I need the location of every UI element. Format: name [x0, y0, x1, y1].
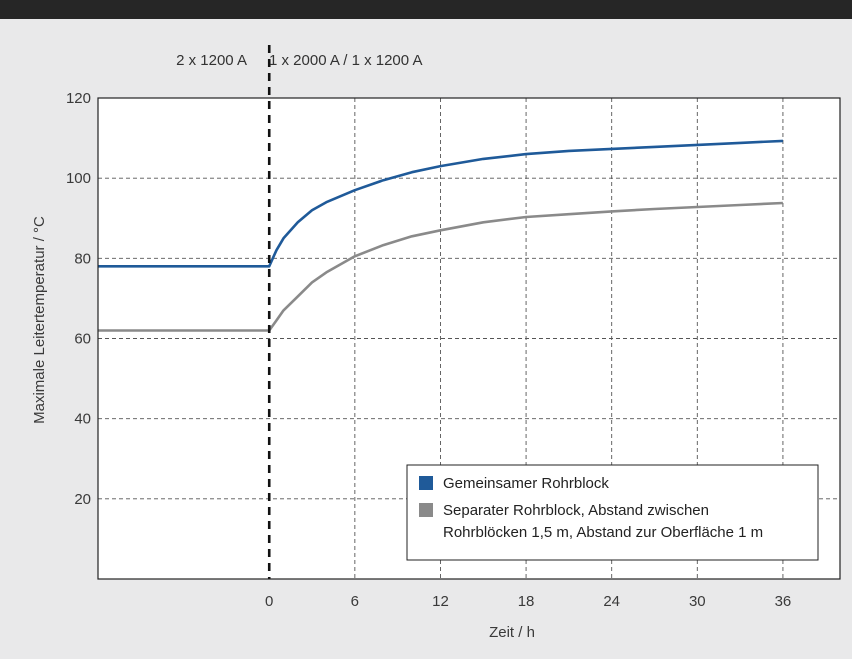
y-tick-label: 40: [74, 411, 91, 428]
series-line-0: [98, 139, 783, 268]
y-tick-label: 60: [74, 331, 91, 348]
plot-frame: [97, 97, 841, 580]
x-tick-label: 24: [603, 593, 620, 610]
y-tick-label: 80: [74, 250, 91, 267]
x-tick-label: 12: [432, 593, 449, 610]
x-axis-label: Zeit / h: [489, 624, 535, 641]
x-tick-label: 30: [689, 593, 706, 610]
legend-swatch-gray: [419, 503, 433, 517]
y-tick-label: 100: [66, 170, 91, 187]
legend: Gemeinsamer Rohrblock Separater Rohrbloc…: [406, 464, 819, 561]
phase-label-after: 1 x 2000 A / 1 x 1200 A: [269, 52, 422, 69]
series-layer: [98, 139, 783, 332]
legend-swatch-blue: [419, 476, 433, 490]
top-bar: [0, 0, 852, 19]
y-axis-label: Maximale Leitertemperatur / °C: [31, 216, 48, 424]
x-tick-label: 6: [351, 593, 359, 610]
x-tick-label: 36: [775, 593, 792, 610]
legend-label-separater: Separater Rohrblock, Abstand zwischen Roh…: [443, 502, 763, 541]
phase-label-before: 2 x 1200 A: [176, 52, 247, 69]
legend-label-gemeinsamer: Gemeinsamer Rohrblock: [443, 475, 609, 492]
x-tick-label: 18: [518, 593, 535, 610]
series-line-1: [98, 201, 783, 332]
x-tick-label: 0: [265, 593, 273, 610]
y-tick-label: 120: [66, 90, 91, 107]
tick-labels: 0 6 12 18 24 30 36 20 40 60 80 100 120: [66, 90, 791, 610]
legend-box: [406, 464, 819, 561]
y-tick-label: 20: [74, 491, 91, 508]
